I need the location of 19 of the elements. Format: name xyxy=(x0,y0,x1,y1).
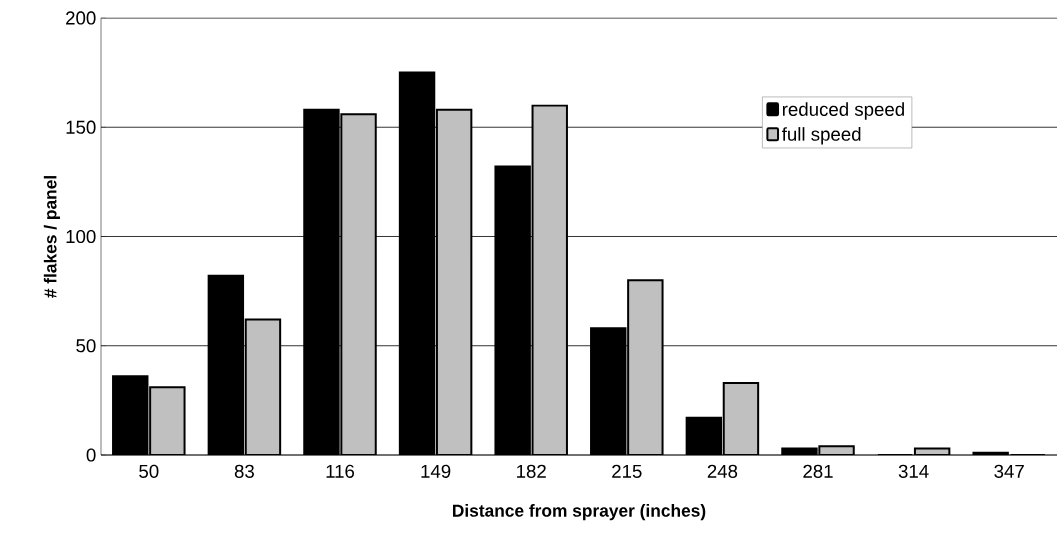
legend-label: full speed xyxy=(781,127,861,145)
x-axis-title: Distance from sprayer (inches) xyxy=(452,504,706,521)
y-tick-label: 0 xyxy=(86,448,96,462)
x-tick-label: 149 xyxy=(421,464,451,478)
x-tick-label: 83 xyxy=(234,464,254,478)
x-tick-label: 248 xyxy=(707,464,738,478)
y-tick-label: 200 xyxy=(66,11,96,25)
x-tick-label: 215 xyxy=(612,464,642,478)
x-tick-label: 347 xyxy=(994,464,1024,478)
y-tick-label: 100 xyxy=(66,229,96,244)
y-tick-label: 50 xyxy=(76,339,96,353)
x-tick-label: 281 xyxy=(803,464,833,478)
y-axis-title: # flakes / panel xyxy=(43,176,60,298)
x-tick-label: 182 xyxy=(517,464,546,478)
x-tick-label: 314 xyxy=(898,464,929,478)
x-tick-label: 50 xyxy=(139,464,159,478)
y-tick-label: 150 xyxy=(66,120,96,134)
x-tick-label: 116 xyxy=(326,464,355,478)
legend-label: reduced speed xyxy=(782,102,904,120)
